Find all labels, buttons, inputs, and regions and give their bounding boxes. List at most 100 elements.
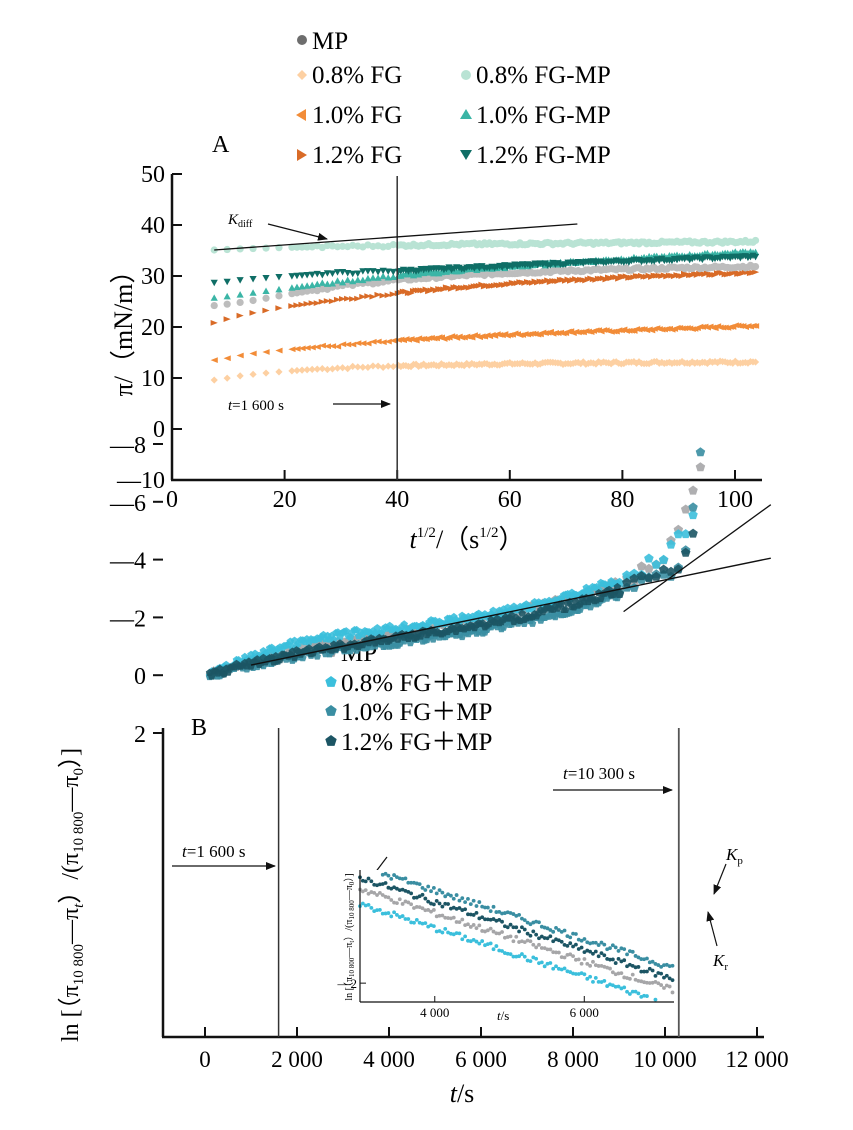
inset-x-tick-label: 4 000: [420, 1005, 449, 1020]
data-point: [389, 898, 394, 902]
data-point: [377, 882, 382, 887]
data-point: [480, 915, 485, 920]
data-point: [440, 913, 445, 918]
data-point: [656, 971, 661, 975]
data-point: [539, 946, 544, 950]
data-point: [662, 986, 666, 990]
data-point: [613, 984, 618, 989]
data-point: [582, 957, 587, 961]
data-point: [500, 919, 504, 924]
data-point: [333, 296, 342, 303]
data-point: [511, 939, 516, 944]
data-point: [582, 950, 587, 955]
data-point: [298, 272, 306, 279]
data-point: [528, 939, 533, 944]
data-point: [508, 952, 513, 957]
data-point: [625, 989, 629, 994]
data-point: [383, 881, 388, 885]
data-point: [210, 376, 218, 384]
data-point: [556, 359, 565, 367]
data-point: [662, 975, 666, 980]
data-point: [446, 930, 450, 935]
data-point: [616, 971, 621, 976]
data-point: [318, 365, 326, 373]
data-point: [605, 984, 610, 988]
data-point: [349, 296, 357, 302]
data-point: [389, 268, 397, 276]
data-point: [236, 352, 244, 359]
annotation-label: t=1 600 s: [182, 842, 245, 861]
data-point: [642, 980, 646, 985]
data-point: [537, 920, 541, 925]
data-point: [678, 273, 686, 280]
data-point: [613, 961, 618, 965]
data-point: [449, 893, 453, 898]
data-point: [619, 971, 624, 976]
inset-x-axis-title: t/s: [497, 1008, 509, 1023]
data-point: [236, 245, 244, 253]
data-point: [593, 949, 598, 954]
data-point: [622, 985, 627, 990]
legend-label: 1.2% FG: [312, 142, 402, 169]
data-point: [622, 947, 627, 952]
data-point: [369, 274, 377, 281]
data-point: [644, 563, 654, 573]
data-point: [688, 510, 698, 520]
x-tick-label: 80: [610, 487, 634, 513]
data-point: [625, 952, 629, 957]
data-point: [695, 447, 706, 457]
data-point: [451, 915, 456, 920]
data-point: [635, 358, 643, 366]
data-point: [389, 914, 394, 919]
data-point: [548, 961, 553, 965]
data-point: [630, 989, 635, 994]
data-point: [236, 291, 244, 298]
data-point: [551, 929, 556, 934]
kr-tangent-line: [623, 504, 772, 613]
data-point: [338, 278, 347, 286]
data-point: [548, 947, 553, 952]
data-point: [517, 954, 521, 959]
data-point: [480, 939, 485, 943]
data-point: [627, 949, 632, 954]
data-point: [511, 912, 516, 916]
data-point: [525, 920, 530, 925]
y-ticks-a: 50 40 30 20 10 0 —10: [116, 162, 182, 494]
data-point: [489, 606, 497, 614]
data-point: [308, 365, 316, 373]
data-point: [275, 305, 283, 312]
data-point: [466, 897, 470, 901]
data-point: [293, 243, 301, 251]
data-point: [636, 561, 647, 571]
data-point: [471, 938, 476, 942]
data-point: [429, 889, 433, 894]
data-point: [613, 582, 622, 591]
data-point: [645, 969, 649, 974]
data-point: [599, 951, 604, 956]
data-point: [318, 272, 326, 279]
data-point: [298, 243, 306, 251]
data-point: [360, 878, 365, 883]
data-point: [561, 605, 570, 613]
data-point: [288, 284, 296, 291]
data-point: [625, 964, 629, 969]
data-point: [588, 941, 593, 946]
data-point: [454, 893, 459, 897]
data-point: [522, 954, 527, 959]
data-point: [522, 918, 527, 923]
data-point: [333, 269, 342, 276]
inset-series-1-0-fg-mp: [380, 871, 675, 969]
data-point: [293, 302, 301, 309]
data-point: [364, 363, 372, 371]
data-point: [262, 287, 270, 294]
data-point: [359, 268, 367, 275]
data-point: [249, 296, 257, 305]
y-tick-label: —2: [109, 606, 146, 632]
data-point: [395, 875, 399, 880]
data-point: [403, 917, 408, 921]
data-point: [449, 931, 453, 936]
y-tick-label: 10: [141, 366, 165, 392]
data-point: [539, 960, 544, 965]
data-point: [642, 993, 646, 998]
data-point: [585, 976, 590, 981]
